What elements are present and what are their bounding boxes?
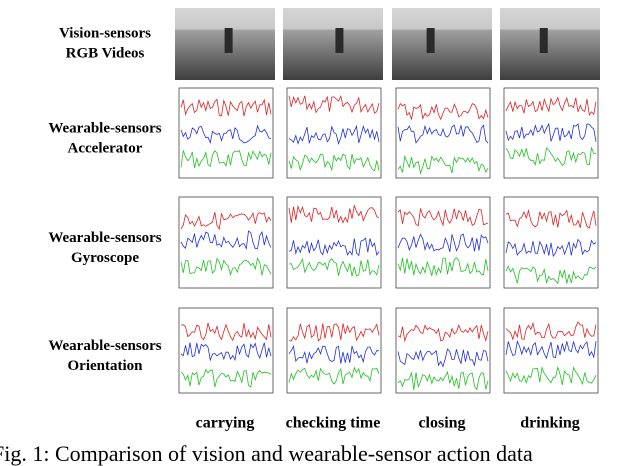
plot-line <box>288 366 380 385</box>
plot-line <box>505 209 597 229</box>
plot-line <box>397 208 489 227</box>
wall <box>175 8 275 30</box>
plot-line <box>397 233 489 252</box>
plot-line <box>180 212 272 231</box>
plot-line <box>505 146 596 167</box>
person <box>335 28 344 53</box>
column-label: carrying <box>196 415 255 432</box>
plot-frame <box>395 307 491 394</box>
person <box>539 28 548 53</box>
row-label: RGB Videos <box>66 45 145 61</box>
plot-line <box>180 124 272 145</box>
plot-line <box>288 153 380 172</box>
plot-line <box>397 324 489 343</box>
plot-line <box>505 122 597 142</box>
row-label: Gyroscope <box>71 250 139 266</box>
plot-line <box>505 321 597 341</box>
plot-line <box>180 368 272 388</box>
plot-frame <box>178 307 274 394</box>
row-label: Wearable-sensors <box>48 120 161 136</box>
wall <box>500 8 600 30</box>
wall <box>283 8 383 30</box>
plot-line <box>288 257 380 277</box>
plot-line <box>180 342 272 362</box>
plot-line <box>180 98 272 117</box>
person <box>224 28 233 53</box>
plot-line <box>288 323 380 342</box>
plot-frame <box>503 196 599 289</box>
plot-line <box>180 257 272 276</box>
plot-line <box>505 265 597 285</box>
column-label: checking time <box>286 415 381 432</box>
plot-line <box>397 154 489 175</box>
plot-line <box>505 238 597 258</box>
row-label: Orientation <box>68 358 144 374</box>
plot-line <box>180 230 272 251</box>
row-label: Accelerator <box>68 140 143 156</box>
plot-line <box>288 204 380 224</box>
plot-line <box>505 340 597 360</box>
plot-line <box>397 102 489 121</box>
plot-frame <box>286 307 382 394</box>
column-label: closing <box>418 415 465 432</box>
column-label: drinking <box>520 415 580 432</box>
plot-line <box>397 257 489 277</box>
plot-line <box>180 150 272 169</box>
plot-frame <box>395 196 491 289</box>
plot-line <box>505 365 597 386</box>
plot-line <box>397 124 489 144</box>
wall <box>392 8 492 30</box>
person <box>426 28 435 53</box>
caption: Fig. 1: Comparison of vision and wearabl… <box>0 441 533 466</box>
plot-line <box>397 370 489 391</box>
plot-line <box>288 94 380 114</box>
plot-line <box>288 124 380 145</box>
plot-line <box>505 96 597 117</box>
plot-line <box>397 348 489 368</box>
plot-line <box>180 322 272 342</box>
row-label: Wearable-sensors <box>48 230 161 246</box>
plot-frame <box>286 87 382 179</box>
row-label: Vision-sensors <box>59 25 151 41</box>
plot-frame <box>503 307 599 394</box>
plot-frame <box>503 87 599 179</box>
plot-line <box>288 345 380 364</box>
row-label: Wearable-sensors <box>48 338 161 354</box>
plot-line <box>288 237 380 257</box>
